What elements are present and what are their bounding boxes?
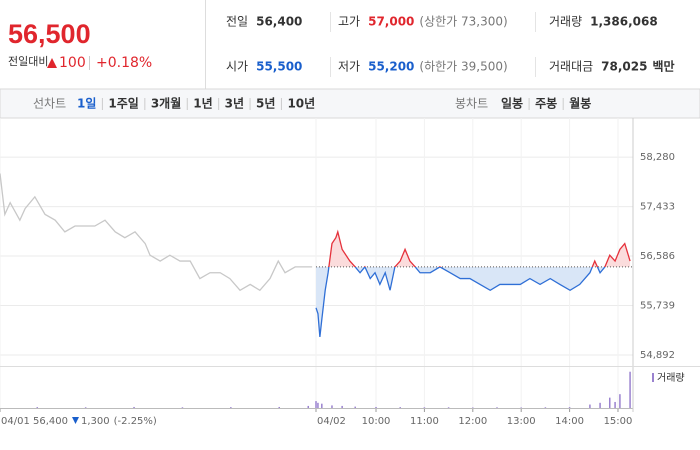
volume-bar xyxy=(568,407,571,408)
volume-bar xyxy=(230,407,232,408)
prev-change: 1,300 xyxy=(81,416,110,427)
x-tick-label: 13:00 xyxy=(507,416,536,427)
volume-bar xyxy=(181,407,184,408)
tab[interactable]: 1주일 xyxy=(108,97,138,111)
volume-bar xyxy=(423,407,426,408)
tab-group-label: 봉차트 xyxy=(455,97,488,111)
x-tick-label: 15:00 xyxy=(604,416,633,427)
volume-bar xyxy=(589,404,591,408)
up-icon xyxy=(47,58,57,68)
tab[interactable]: 주봉 xyxy=(535,97,557,111)
volume-bar xyxy=(36,407,39,408)
y-tick-label: 55,739 xyxy=(640,300,675,311)
x-tick-label: 04/01 xyxy=(1,416,30,427)
volume-bar xyxy=(496,407,498,408)
volume-bar xyxy=(375,406,377,408)
volume-bar xyxy=(321,403,323,408)
stat-note: 백만 xyxy=(652,59,674,74)
volume-bar xyxy=(609,397,611,408)
tabs: 선차트 1일 1주일 3개월 1년 3년 5년 10년 봉차트 일봉 주봉 월봉 xyxy=(33,96,591,111)
volume-bar xyxy=(133,406,135,408)
volume-bar xyxy=(331,405,333,408)
volume-bar xyxy=(278,406,280,408)
legend-label: 거래량 xyxy=(657,372,685,384)
tab[interactable]: 월봉 xyxy=(569,96,591,111)
x-tick-label: 14:00 xyxy=(555,416,584,427)
y-tick-label: 57,433 xyxy=(640,202,675,213)
down-icon xyxy=(72,417,79,424)
tab[interactable]: 1일 xyxy=(77,97,96,111)
volume-bar xyxy=(315,401,317,408)
tab[interactable]: 3년 xyxy=(225,97,244,111)
stat-label: 거래량 xyxy=(549,15,582,29)
volume-bar xyxy=(599,402,601,408)
volume-bar xyxy=(472,407,474,408)
stat-value: 78,025 xyxy=(601,60,647,74)
tab[interactable]: 5년 xyxy=(256,97,275,111)
x-tick-label: 11:00 xyxy=(410,416,439,427)
volume-bar xyxy=(614,401,616,408)
volume-bar xyxy=(399,407,401,408)
volume-bar xyxy=(520,407,522,408)
tab[interactable]: 3개월 xyxy=(151,96,181,111)
stat-label: 거래대금 xyxy=(549,60,593,74)
price-line xyxy=(0,173,313,292)
volume-bar xyxy=(341,405,343,408)
y-tick-label: 58,280 xyxy=(640,152,675,163)
x-tick-label: 10:00 xyxy=(362,416,391,427)
volume-bar xyxy=(629,371,631,408)
volume-bar xyxy=(544,407,547,408)
y-tick-label: 54,892 xyxy=(640,350,675,361)
legend-swatch xyxy=(652,373,654,382)
tab-bar xyxy=(0,88,700,119)
tab-group-label: 선차트 xyxy=(33,97,66,111)
stat-label: 저가 xyxy=(338,60,360,74)
change-label: 전일대비 xyxy=(8,54,48,68)
tab[interactable]: 1년 xyxy=(193,97,212,111)
tab[interactable]: 일봉 xyxy=(501,97,523,111)
prev-rate: (-2.25%) xyxy=(114,416,157,427)
volume-bar xyxy=(619,394,621,408)
volume-bar xyxy=(447,407,450,408)
x-tick-label: 04/02 xyxy=(317,416,346,427)
price-line xyxy=(315,229,631,338)
current-price: 56,500 xyxy=(8,19,91,49)
stat-label: 고가 xyxy=(338,15,360,29)
volume-bar xyxy=(317,402,319,408)
y-tick-label: 56,586 xyxy=(640,251,675,262)
stat-label: 시가 xyxy=(226,60,248,74)
stat-value: 55,200 xyxy=(368,60,414,74)
volume-bar xyxy=(84,407,87,408)
prev-close: 56,400 xyxy=(33,416,68,427)
change-rate: +0.18% xyxy=(96,55,152,71)
stat-label: 전일 xyxy=(226,15,248,29)
chart: 58,280 57,433 56,586 55,739 54,892 04/01 04/02… xyxy=(0,118,700,427)
stats: 전일 56,400 고가 57,000 (상한가 73,300) 거래량 1,386,068… xyxy=(226,15,675,74)
x-tick-label: 12:00 xyxy=(458,416,487,427)
tab[interactable]: 10년 xyxy=(287,97,315,111)
stat-value: 55,500 xyxy=(256,60,302,74)
volume-bar xyxy=(354,406,356,408)
stat-value: 1,386,068 xyxy=(590,15,658,29)
change: 100 xyxy=(59,55,86,71)
stat-value: 57,000 xyxy=(368,15,414,29)
stat-note: (하한가 39,500) xyxy=(419,60,507,74)
stat-value: 56,400 xyxy=(256,15,302,29)
area xyxy=(316,231,631,337)
stat-note: (상한가 73,300) xyxy=(419,15,507,29)
volume-bar xyxy=(307,405,310,408)
